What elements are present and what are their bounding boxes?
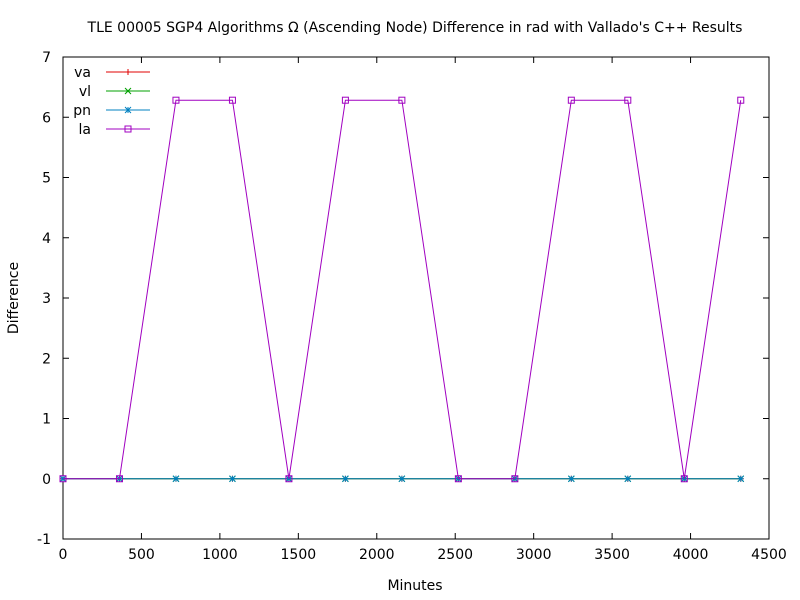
data-point-la xyxy=(624,96,632,104)
y-tick-label: 4 xyxy=(42,231,51,247)
x-axis-label: Minutes xyxy=(387,578,442,594)
series-pn xyxy=(59,475,745,483)
y-axis-label: Difference xyxy=(6,262,22,334)
legend-marker-va xyxy=(125,69,131,75)
y-tick-label: 3 xyxy=(42,291,51,307)
data-point-la xyxy=(172,96,180,104)
x-tick-label: 1500 xyxy=(281,547,317,563)
data-point-pn xyxy=(398,475,406,483)
data-point-la xyxy=(680,475,688,483)
axis-ticks: 0 500 1000 1500 2000 2500 3000 3500 4000 4500 -1 0 1… xyxy=(37,50,787,563)
data-point-la xyxy=(567,96,575,104)
legend: va vl pn la xyxy=(73,65,150,138)
x-tick-label: 2500 xyxy=(437,547,473,563)
data-point-pn xyxy=(229,475,236,483)
data-point-la xyxy=(59,475,67,483)
legend-marker-vl xyxy=(124,87,132,95)
data-point-la xyxy=(341,96,349,104)
legend-label-la: la xyxy=(79,122,91,138)
data-point-pn xyxy=(737,475,745,483)
plot-frame xyxy=(62,56,770,540)
data-point-la xyxy=(737,96,745,104)
series-line-la xyxy=(63,99,742,480)
data-point-pn xyxy=(567,475,575,483)
y-tick-label: 0 xyxy=(42,472,51,488)
y-tick-label: 2 xyxy=(42,351,51,367)
x-tick-label: 2000 xyxy=(359,547,395,563)
y-tick-label: 1 xyxy=(42,412,51,428)
data-point-la xyxy=(285,475,293,483)
x-tick-label: 3000 xyxy=(516,547,552,563)
data-point-la xyxy=(398,96,406,104)
x-tick-label: 0 xyxy=(59,547,68,563)
legend-marker-la xyxy=(124,125,132,133)
data-point-la xyxy=(511,475,519,483)
chart-title: TLE 00005 SGP4 Algorithms Ω (Ascending N… xyxy=(87,20,743,36)
x-tick-label: 1000 xyxy=(202,547,238,563)
data-point-la xyxy=(115,475,123,483)
data-point-pn xyxy=(342,475,349,483)
legend-label-vl: vl xyxy=(79,84,91,100)
x-tick-label: 500 xyxy=(128,547,155,563)
y-tick-label: 6 xyxy=(42,110,51,126)
series-layer xyxy=(59,96,745,483)
data-point-pn xyxy=(624,475,632,483)
legend-label-va: va xyxy=(74,65,91,81)
y-tick-label: -1 xyxy=(37,532,51,548)
data-point-la xyxy=(454,475,462,483)
data-point-la xyxy=(228,96,236,104)
x-tick-label: 4000 xyxy=(673,547,709,563)
x-tick-label: 3500 xyxy=(594,547,630,563)
legend-label-pn: pn xyxy=(73,103,91,119)
legend-marker-pn xyxy=(124,106,132,114)
data-point-pn xyxy=(172,475,180,483)
x-tick-label: 4500 xyxy=(751,547,787,563)
series-la xyxy=(59,96,745,483)
y-tick-label: 7 xyxy=(42,50,51,66)
y-tick-label: 5 xyxy=(42,171,51,187)
